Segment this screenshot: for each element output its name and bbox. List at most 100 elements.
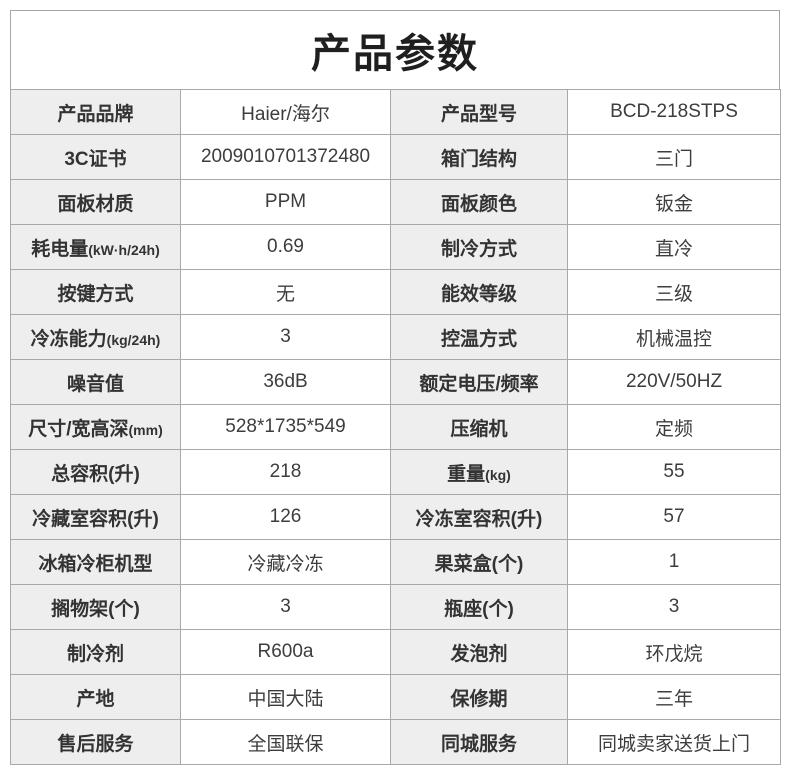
table-row: 产品品牌 Haier/海尔 产品型号 BCD-218STPS: [10, 89, 781, 135]
spec-value: PPM: [180, 179, 391, 225]
spec-label: 产品型号: [390, 89, 568, 135]
spec-label-text: 面板颜色: [440, 193, 517, 215]
spec-label: 按键方式: [10, 269, 181, 315]
spec-label: 尺寸/宽高深(mm): [10, 404, 181, 450]
table-row: 尺寸/宽高深(mm) 528*1735*549 压缩机 定频: [10, 404, 781, 450]
spec-label-unit: (kg/24h): [106, 331, 161, 348]
spec-label-unit: (kW·h/24h): [88, 241, 160, 258]
spec-label: 售后服务: [10, 719, 181, 765]
spec-label: 压缩机: [390, 404, 568, 450]
table-row: 搁物架(个) 3 瓶座(个) 3: [10, 584, 781, 630]
spec-label-text: 重量: [447, 463, 486, 485]
spec-label: 保修期: [390, 674, 568, 720]
table-row: 冷冻能力(kg/24h) 3 控温方式 机械温控: [10, 314, 781, 360]
spec-value: 3: [180, 584, 391, 630]
spec-label: 冷冻能力(kg/24h): [10, 314, 181, 360]
spec-label: 3C证书: [10, 134, 181, 180]
spec-label-text: 同城服务: [440, 733, 517, 755]
spec-value: 36dB: [180, 359, 391, 405]
spec-value: 三门: [567, 134, 781, 180]
table-row: 噪音值 36dB 额定电压/频率 220V/50HZ: [10, 359, 781, 405]
spec-label-text: 搁物架(个): [51, 598, 140, 620]
spec-label: 制冷剂: [10, 629, 181, 675]
spec-value: 1: [567, 539, 781, 585]
spec-value: 57: [567, 494, 781, 540]
spec-table: 产品品牌 Haier/海尔 产品型号 BCD-218STPS 3C证书 2009…: [10, 89, 781, 765]
spec-value: 3: [567, 584, 781, 630]
spec-value: 直冷: [567, 224, 781, 270]
spec-label: 制冷方式: [390, 224, 568, 270]
spec-label-text: 保修期: [450, 688, 508, 710]
spec-value: 218: [180, 449, 391, 495]
spec-label: 产品品牌: [10, 89, 181, 135]
spec-label-text: 制冷方式: [440, 238, 517, 260]
spec-value: 钣金: [567, 179, 781, 225]
table-row: 售后服务 全国联保 同城服务 同城卖家送货上门: [10, 719, 781, 765]
spec-label: 搁物架(个): [10, 584, 181, 630]
spec-label: 面板颜色: [390, 179, 568, 225]
spec-value: 无: [180, 269, 391, 315]
spec-value: 同城卖家送货上门: [567, 719, 781, 765]
spec-label: 冰箱冷柜机型: [10, 539, 181, 585]
table-row: 总容积(升) 218 重量(kg) 55: [10, 449, 781, 495]
spec-label-text: 总容积(升): [51, 463, 140, 485]
spec-label: 总容积(升): [10, 449, 181, 495]
spec-label: 重量(kg): [390, 449, 568, 495]
spec-value: 定频: [567, 404, 781, 450]
spec-value: 126: [180, 494, 391, 540]
spec-label-text: 产品品牌: [57, 103, 134, 125]
table-row: 产地 中国大陆 保修期 三年: [10, 674, 781, 720]
table-row: 按键方式 无 能效等级 三级: [10, 269, 781, 315]
spec-value: 220V/50HZ: [567, 359, 781, 405]
spec-label-text: 面板材质: [57, 193, 134, 215]
spec-label: 面板材质: [10, 179, 181, 225]
spec-label: 噪音值: [10, 359, 181, 405]
spec-table-body: 产品品牌 Haier/海尔 产品型号 BCD-218STPS 3C证书 2009…: [10, 89, 781, 765]
spec-label: 产地: [10, 674, 181, 720]
spec-value: BCD-218STPS: [567, 89, 781, 135]
spec-label-text: 冰箱冷柜机型: [38, 553, 153, 575]
spec-value: 三年: [567, 674, 781, 720]
spec-value: 全国联保: [180, 719, 391, 765]
spec-value: 3: [180, 314, 391, 360]
spec-value: R600a: [180, 629, 391, 675]
spec-label-unit: (mm): [128, 421, 163, 438]
spec-label-text: 果菜盒(个): [434, 553, 524, 575]
spec-label: 控温方式: [390, 314, 568, 360]
spec-value: 冷藏冷冻: [180, 539, 391, 585]
spec-label: 瓶座(个): [390, 584, 568, 630]
table-row: 冷藏室容积(升) 126 冷冻室容积(升) 57: [10, 494, 781, 540]
spec-value: 55: [567, 449, 781, 495]
spec-label-text: 3C证书: [64, 148, 127, 170]
spec-label-text: 压缩机: [450, 418, 508, 440]
table-row: 耗电量(kW·h/24h) 0.69 制冷方式 直冷: [10, 224, 781, 270]
spec-label: 冷藏室容积(升): [10, 494, 181, 540]
spec-label-text: 控温方式: [440, 328, 517, 350]
spec-label-text: 耗电量: [31, 238, 89, 260]
table-row: 面板材质 PPM 面板颜色 钣金: [10, 179, 781, 225]
spec-value: 中国大陆: [180, 674, 391, 720]
spec-label: 冷冻室容积(升): [390, 494, 568, 540]
spec-label-text: 产地: [76, 688, 115, 710]
spec-label: 同城服务: [390, 719, 568, 765]
spec-value: 2009010701372480: [180, 134, 391, 180]
spec-label-text: 按键方式: [57, 283, 134, 305]
spec-label: 果菜盒(个): [390, 539, 568, 585]
spec-value: 528*1735*549: [180, 404, 391, 450]
spec-value: 机械温控: [567, 314, 781, 360]
spec-label-text: 额定电压/频率: [419, 373, 539, 395]
spec-value: 环戊烷: [567, 629, 781, 675]
spec-value: Haier/海尔: [180, 89, 391, 135]
spec-label-text: 产品型号: [440, 103, 517, 125]
spec-label-text: 制冷剂: [66, 643, 124, 665]
spec-label-unit: (kg): [485, 466, 511, 483]
spec-label-text: 瓶座(个): [444, 598, 514, 620]
spec-label: 额定电压/频率: [390, 359, 568, 405]
table-row: 制冷剂 R600a 发泡剂 环戊烷: [10, 629, 781, 675]
spec-label-text: 尺寸/宽高深: [28, 418, 129, 440]
spec-label-text: 发泡剂: [450, 643, 508, 665]
spec-value: 三级: [567, 269, 781, 315]
spec-label: 能效等级: [390, 269, 568, 315]
spec-label-text: 售后服务: [57, 733, 134, 755]
